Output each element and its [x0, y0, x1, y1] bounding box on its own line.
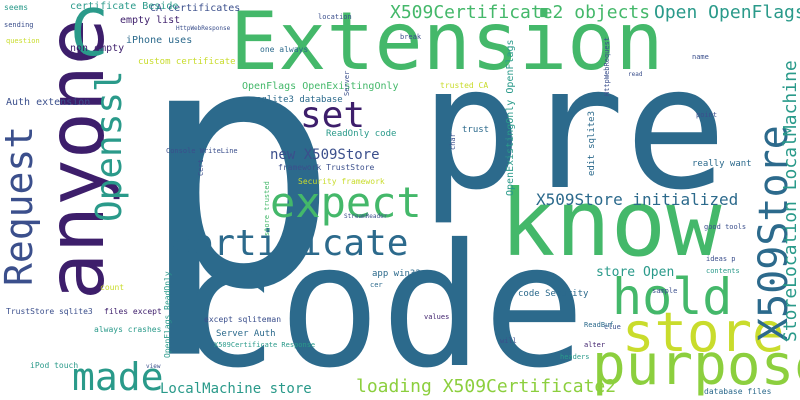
- word-ca-certificates: CA certificates: [150, 3, 241, 14]
- word-view: view: [146, 363, 161, 370]
- word-database-files: database files: [704, 387, 772, 396]
- word-x509certificate2-objects: X509Certificate2 objects: [390, 2, 651, 23]
- word-one-always: one always: [260, 45, 309, 54]
- word-set: set: [300, 95, 366, 136]
- word-always-crashes: always crashes: [94, 325, 162, 334]
- word-streamreader: StreamReader: [344, 213, 388, 220]
- word-extension: Extension: [230, 0, 664, 88]
- word-storelocation-localmachine: StoreLocation LocalMachine: [780, 60, 800, 342]
- word-headers: headers: [560, 353, 590, 361]
- word-app-win32: app win32: [372, 269, 421, 279]
- word-code: code: [176, 208, 586, 400]
- word-read: read: [628, 71, 643, 78]
- word-char: char: [449, 133, 457, 150]
- word-really-want: really want: [692, 159, 752, 169]
- word-alter: alter: [584, 341, 606, 349]
- word-certificate-beside: certificate Beside: [70, 1, 179, 12]
- word-hold: hold: [612, 268, 733, 326]
- word-httpwebresponse: HttpWebResponse: [176, 25, 231, 32]
- word-will: will: [500, 337, 517, 345]
- word-openexistingonly-openflags: OpenExistingOnly OpenFlags: [505, 39, 516, 196]
- word-openssl: Openssl: [89, 70, 130, 222]
- word-new-x509store: new X509Store: [270, 147, 380, 163]
- word-auth-extension: Auth extension: [6, 97, 91, 108]
- word-truststore-sqlite3: TrustStore sqlite3: [6, 307, 93, 316]
- word-c: C: [70, 0, 109, 71]
- word-p: p: [138, 0, 340, 364]
- word-custom-certificate: custom certificate: [138, 57, 236, 67]
- word-console-writeline: Console WriteLine: [166, 147, 238, 155]
- word-sample: sample: [652, 287, 678, 295]
- word-seems: seems: [4, 3, 29, 12]
- word-localmachine-store: LocalMachine store: [160, 381, 312, 397]
- word-open-openflags: Open OpenFlags: [654, 2, 800, 23]
- word-made: made: [72, 355, 164, 399]
- word-purpose: purpose: [592, 333, 800, 398]
- word-contents: contents: [706, 267, 740, 275]
- word-break: break: [400, 33, 422, 41]
- word-openflags-openexistingonly: OpenFlags OpenExistingOnly: [242, 81, 399, 92]
- word-sending: sending: [4, 21, 34, 29]
- word-question: question: [6, 37, 40, 45]
- word-values: values: [424, 313, 450, 321]
- word-trusted-ca: trusted CA: [440, 81, 489, 90]
- word-store: store: [622, 301, 785, 364]
- word-framework-truststore: framework TrustStore: [278, 163, 375, 172]
- word-ipod-touch: iPod touch: [30, 361, 79, 370]
- word-code-security: code Security: [518, 289, 589, 299]
- word-iphone-uses: iPhone uses: [126, 35, 193, 46]
- word-cert: Cert: [197, 159, 205, 176]
- word-server-auth: Server Auth: [216, 329, 276, 339]
- word-readbuf: ReadBuf: [584, 321, 614, 329]
- word-name: name: [692, 53, 709, 61]
- word-httpwebrequest: HttpWebRequest: [603, 36, 611, 96]
- word-expect: expect: [270, 178, 422, 227]
- word-pre: pre: [420, 30, 728, 228]
- word-good-tools: good tools: [704, 223, 747, 231]
- word-store-trusted: store trusted: [263, 181, 271, 236]
- word-cer: cer: [370, 281, 383, 289]
- word-security-framework: Security framework: [298, 177, 385, 186]
- word-except-sqliteman: except sqliteman: [204, 315, 282, 324]
- word-location: location: [318, 13, 352, 21]
- word-x509store-initialized: X509Store initialized: [536, 190, 739, 209]
- word-know: know: [500, 170, 722, 277]
- word-readonly-code: ReadOnly code: [326, 129, 397, 139]
- word-point: point: [696, 111, 718, 119]
- word-request: Request: [0, 125, 41, 286]
- word-clue: clue: [604, 323, 621, 331]
- word-trust: trust: [462, 125, 490, 135]
- word-ideas-p: ideas p: [706, 255, 736, 263]
- word-server: Server: [343, 70, 351, 96]
- word-x509certificate-response: X509Certificate Response: [214, 341, 316, 349]
- word-edit-sqlite3: edit sqlite3: [587, 110, 597, 176]
- word-sqlite3-database: sqlite3 database: [256, 95, 343, 105]
- word-count: count: [100, 283, 125, 292]
- word-store-open: store Open: [596, 265, 675, 280]
- word-files-except: files except: [104, 307, 162, 316]
- word-certificate: certificate: [170, 223, 409, 264]
- word-empty-list: empty list: [120, 15, 181, 26]
- word-non-empty: non empty: [70, 43, 125, 54]
- word-openflags-readonly: OpenFlags ReadOnly: [163, 271, 172, 358]
- word-loading-x509certificate2: loading X509Certificate2: [356, 376, 617, 397]
